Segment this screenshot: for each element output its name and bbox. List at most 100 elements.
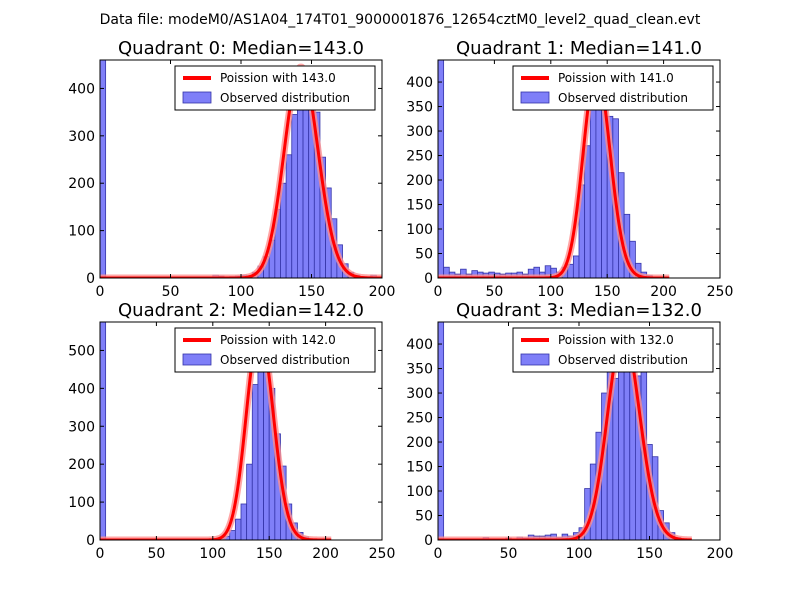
x-tick-label: 100 [566, 546, 593, 562]
axes-frame [99, 321, 383, 541]
legend-hist-label: Observed distribution [220, 353, 350, 367]
x-tick-label: 150 [594, 284, 621, 300]
histogram-bar [240, 503, 248, 540]
legend-line-label: Poission with 141.0 [558, 71, 674, 85]
figure-suptitle: Data file: modeM0/AS1A04_174T01_90000018… [100, 12, 701, 28]
y-tick-label: 200 [406, 173, 433, 189]
x-tick-label: 100 [228, 284, 255, 300]
y-tick-label: 150 [406, 198, 433, 214]
panel-quadrant-0: Quadrant 0: Median=143.0 0 50 100 150 200 0 100… [68, 38, 395, 300]
histogram-bar [100, 60, 107, 278]
legend-hist-swatch [182, 91, 212, 104]
histogram-bar [572, 255, 580, 278]
y-tick-label: 100 [406, 222, 433, 238]
axes-frame [437, 59, 721, 279]
y-tick-label: 250 [406, 149, 433, 165]
y-tick-label: 0 [86, 533, 95, 549]
y-tick-label: 0 [424, 271, 433, 287]
histogram-bar [460, 268, 467, 278]
x-tick-label: 250 [707, 284, 734, 300]
y-tick-label: 50 [415, 247, 433, 263]
y-tick-label: 400 [406, 337, 433, 353]
poisson-curve-line [438, 68, 670, 278]
x-tick-label: 0 [96, 284, 105, 300]
x-tick-label: 100 [199, 546, 226, 562]
x-tick-label: 50 [147, 546, 165, 562]
x-tick-label: 0 [96, 546, 105, 562]
x-tick-label: 50 [485, 284, 503, 300]
x-tick-label: 100 [537, 284, 564, 300]
y-tick-label: 100 [68, 495, 95, 511]
x-tick-label: 150 [298, 284, 325, 300]
y-tick-label: 100 [406, 484, 433, 500]
histogram-bar [438, 60, 445, 278]
y-tick-label: 400 [68, 381, 95, 397]
histogram-bar [285, 154, 293, 278]
x-tick-label: 200 [650, 284, 677, 300]
legend: Poission with 141.0 Observed distribution [512, 65, 714, 111]
y-tick-label: 300 [406, 386, 433, 402]
y-tick-label: 300 [68, 419, 95, 435]
y-tick-label: 100 [68, 224, 95, 240]
y-tick-label: 0 [86, 271, 95, 287]
x-tick-label: 200 [369, 284, 396, 300]
poisson-curve [438, 66, 672, 278]
y-tick-label: 400 [406, 75, 433, 91]
legend-line-label: Poission with 142.0 [220, 333, 336, 347]
y-tick-label: 350 [406, 100, 433, 116]
histogram-bar [612, 377, 619, 540]
y-tick-label: 200 [68, 457, 95, 473]
poisson-curve [100, 327, 334, 540]
y-tick-label: 300 [406, 124, 433, 140]
panel-title: Quadrant 1: Median=141.0 [456, 38, 702, 59]
x-tick-label: 150 [256, 546, 283, 562]
y-tick-label: 250 [406, 411, 433, 427]
histogram-bar [251, 384, 259, 540]
legend-line-label: Poission with 132.0 [558, 333, 674, 347]
x-tick-label: 50 [162, 284, 180, 300]
histogram-bar [589, 106, 597, 278]
x-tick-label: 150 [636, 546, 663, 562]
x-tick-label: 0 [434, 546, 443, 562]
x-tick-label: 50 [500, 546, 518, 562]
histogram-bar [291, 114, 298, 278]
poisson-curve-line [100, 329, 332, 540]
x-tick-label: 0 [434, 284, 443, 300]
x-tick-label: 250 [369, 546, 396, 562]
y-tick-label: 400 [68, 81, 95, 97]
histogram-bar [438, 322, 445, 540]
panel-quadrant-3: Quadrant 3: Median=132.0 0 50 100 150 200 0 50 1… [406, 300, 733, 562]
y-tick-label: 150 [406, 460, 433, 476]
legend-line-label: Poission with 143.0 [220, 71, 336, 85]
y-tick-label: 50 [415, 509, 433, 525]
y-tick-label: 0 [424, 533, 433, 549]
legend-hist-label: Observed distribution [558, 353, 688, 367]
y-tick-label: 200 [68, 176, 95, 192]
legend: Poission with 143.0 Observed distribution [174, 65, 376, 111]
histogram-bar [584, 145, 591, 278]
panel-quadrant-1: Quadrant 1: Median=141.0 0 50 100 150 200 250 0… [406, 38, 733, 300]
legend: Poission with 142.0 Observed distribution [174, 327, 376, 373]
legend-hist-label: Observed distribution [220, 91, 350, 105]
panel-quadrant-2: Quadrant 2: Median=142.0 0 50 100 150 200 250 0… [68, 300, 395, 562]
y-tick-label: 200 [406, 435, 433, 451]
x-tick-label: 200 [312, 546, 339, 562]
legend-hist-swatch [182, 353, 212, 366]
x-tick-label: 200 [707, 546, 734, 562]
y-tick-label: 350 [406, 362, 433, 378]
legend-hist-swatch [520, 91, 550, 104]
histogram-bar [618, 343, 625, 540]
legend-hist-swatch [520, 353, 550, 366]
histogram-bar [246, 463, 253, 540]
histogram-bar [296, 88, 304, 278]
panel-title: Quadrant 2: Median=142.0 [118, 300, 364, 321]
legend: Poission with 132.0 Observed distribution [512, 327, 714, 373]
y-tick-label: 300 [68, 129, 95, 145]
histogram-bar [100, 322, 107, 540]
legend-hist-label: Observed distribution [558, 91, 688, 105]
histogram-bar [234, 518, 242, 540]
panel-title: Quadrant 3: Median=132.0 [456, 300, 702, 321]
panel-title: Quadrant 0: Median=143.0 [118, 38, 364, 59]
y-tick-label: 500 [68, 343, 95, 359]
